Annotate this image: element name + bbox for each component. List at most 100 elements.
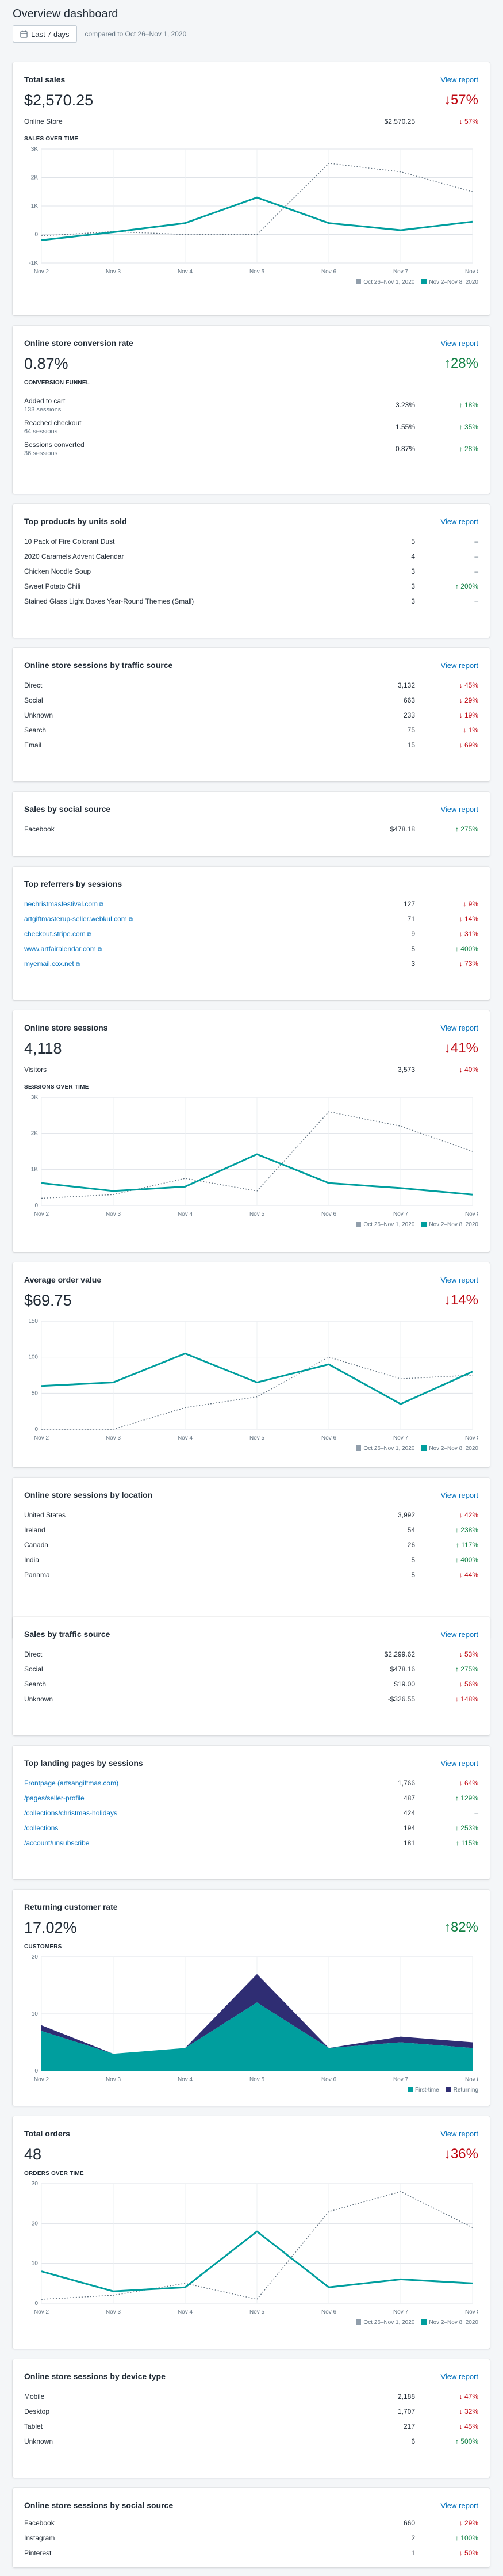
y-tick-label: 150: [28, 1318, 38, 1325]
card-title: Sales by social source: [24, 804, 111, 814]
conversion-value: 0.87%: [24, 354, 68, 372]
table-row: Instagram 2 ↑ 100%: [24, 2531, 478, 2546]
date-controls: Last 7 days compared to Oct 26–Nov 1, 20…: [13, 25, 496, 43]
external-link-icon: ⧉: [97, 947, 102, 953]
card-title: Top referrers by sessions: [24, 879, 122, 888]
row-value: 3: [411, 567, 415, 575]
view-report-link[interactable]: View report: [440, 517, 478, 526]
view-report-link[interactable]: View report: [440, 1629, 478, 1639]
table-row: Social $478.16 ↑ 275%: [24, 1662, 478, 1677]
view-report-link[interactable]: View report: [440, 75, 478, 84]
row-link[interactable]: myemail.cox.net ⧉: [24, 960, 80, 968]
product-rows: 10 Pack of Fire Colorant Dust 5–2020 Cara…: [24, 534, 478, 609]
funnel-step-label: Added to cart: [24, 397, 66, 405]
card-title: Online store sessions by device type: [24, 2372, 166, 2381]
view-report-link[interactable]: View report: [440, 804, 478, 814]
view-report-link[interactable]: View report: [440, 2501, 478, 2510]
row-label: United States: [24, 1511, 66, 1519]
legend-prev: Oct 26–Nov 1, 2020: [356, 2319, 414, 2326]
row-link[interactable]: /account/unsubscribe: [24, 1839, 90, 1847]
y-tick-label: 2K: [31, 175, 39, 181]
table-row: Facebook $478.18 ↑ 275%: [24, 822, 478, 837]
traffic-source-card: Online store sessions by traffic source …: [13, 648, 490, 781]
view-report-link[interactable]: View report: [440, 2372, 478, 2381]
row-value: 6: [411, 2437, 415, 2445]
table-row: Direct 3,132 ↓ 45%: [24, 678, 478, 693]
row-change: ↓ 1%: [463, 726, 478, 734]
card-title: Online store sessions by traffic source: [24, 661, 173, 670]
row-change: ↓ 19%: [459, 711, 478, 719]
page-header: Overview dashboard Last 7 days compared …: [13, 6, 496, 43]
funnel-step: Sessions converted 36 sessions: [24, 441, 300, 457]
date-range-button[interactable]: Last 7 days: [13, 25, 77, 43]
x-tick-label: Nov 8: [465, 269, 478, 275]
y-tick-label: 0: [34, 1426, 38, 1433]
table-row: Social 663 ↓ 29%: [24, 693, 478, 708]
view-report-link[interactable]: View report: [440, 1490, 478, 1499]
row-link[interactable]: www.artfairalendar.com ⧉: [24, 945, 102, 953]
y-tick-label: 50: [32, 1390, 39, 1396]
table-row: artgiftmasterup-seller.webkul.com ⧉ 71 ↓ 14…: [24, 911, 478, 926]
funnel-row: Reached checkout 64 sessions 1.55% ↑ 35%: [24, 416, 478, 438]
row-label: Direct: [24, 681, 43, 689]
row-value: 127: [403, 900, 415, 908]
row-value: 1.55%: [395, 423, 415, 431]
row-link[interactable]: /pages/seller-profile: [24, 1794, 85, 1802]
y-tick-label: 2K: [31, 1131, 39, 1137]
row-label: Facebook: [24, 825, 55, 833]
row-link[interactable]: Frontpage (artsangiftmas.com): [24, 1779, 119, 1787]
row-label: 10 Pack of Fire Colorant Dust: [24, 537, 115, 545]
series-line-current: [41, 1352, 473, 1405]
x-tick-label: Nov 3: [106, 2077, 121, 2083]
x-tick-label: Nov 4: [178, 269, 193, 275]
view-report-link[interactable]: View report: [440, 1023, 478, 1032]
row-link[interactable]: nechristmasfestival.com ⧉: [24, 900, 104, 908]
row-change: ↓ 9%: [463, 900, 478, 908]
table-row: Pinterest 1 ↓ 50%: [24, 2546, 478, 2560]
card-title: Sales by traffic source: [24, 1629, 110, 1639]
row-value: 4: [411, 552, 415, 560]
row-link[interactable]: checkout.stripe.com ⧉: [24, 930, 91, 938]
table-row: www.artfairalendar.com ⧉ 5 ↑ 400%: [24, 941, 478, 956]
row-change: ↓ 14%: [459, 915, 478, 923]
y-tick-label: 10: [32, 2011, 39, 2017]
row-change: –: [474, 1809, 478, 1817]
row-label: Ireland: [24, 1526, 45, 1534]
row-value: 181: [403, 1839, 415, 1847]
legend-prev: Oct 26–Nov 1, 2020: [356, 1222, 414, 1228]
row-change: –: [474, 567, 478, 575]
row-link[interactable]: /collections/christmas-holidays: [24, 1809, 118, 1817]
view-report-link[interactable]: View report: [440, 2129, 478, 2138]
series-line-previous: [41, 1356, 473, 1430]
sales-traffic-rows: Direct $2,299.62 ↓ 53% Social $478.16 ↑ 275% S…: [24, 1647, 478, 1707]
row-link[interactable]: /collections: [24, 1824, 59, 1832]
chart-legend: Oct 26–Nov 1, 2020 Nov 2–Nov 8, 2020: [24, 1222, 478, 1228]
table-row: /collections/christmas-holidays 424 –: [24, 1806, 478, 1821]
table-row: Direct $2,299.62 ↓ 53%: [24, 1647, 478, 1662]
series-line-current: [41, 2230, 473, 2292]
row-link[interactable]: artgiftmasterup-seller.webkul.com ⧉: [24, 915, 133, 923]
table-row: Unknown 233 ↓ 19%: [24, 708, 478, 723]
orders-chart: 0 10 20 30 Nov 2 Nov 3 Nov 4 Nov 5 Nov 6 Nov 7 Nov…: [32, 2181, 478, 2315]
view-report-link[interactable]: View report: [440, 661, 478, 670]
funnel-step-label: Sessions converted: [24, 441, 85, 449]
orders-value: 48: [24, 2145, 42, 2163]
y-tick-label: 20: [32, 2220, 39, 2227]
row-value: $2,570.25: [384, 117, 415, 125]
row-value: 15: [407, 741, 415, 749]
view-report-link[interactable]: View report: [440, 338, 478, 348]
funnel-step: Added to cart 133 sessions: [24, 397, 300, 413]
view-report-link[interactable]: View report: [440, 1275, 478, 1284]
row-label: Mobile: [24, 2392, 45, 2401]
row-value: -$326.55: [387, 1695, 415, 1703]
returning-value: 17.02%: [24, 1918, 77, 1936]
table-row: Unknown -$326.55 ↓ 148%: [24, 1692, 478, 1707]
row-change: ↓ 148%: [455, 1695, 478, 1703]
view-report-link[interactable]: View report: [440, 1758, 478, 1768]
row-label: Pinterest: [24, 2549, 52, 2557]
table-row: Sweet Potato Chili 3 ↑ 200%: [24, 579, 478, 594]
y-tick-label: 0: [34, 232, 38, 238]
landing-card: Top landing pages by sessions View repor…: [13, 1746, 490, 1879]
orders-card: Total orders View report 48 ↓36% ORDERS …: [13, 2116, 490, 2349]
table-row: Desktop 1,707 ↓ 32%: [24, 2404, 478, 2419]
